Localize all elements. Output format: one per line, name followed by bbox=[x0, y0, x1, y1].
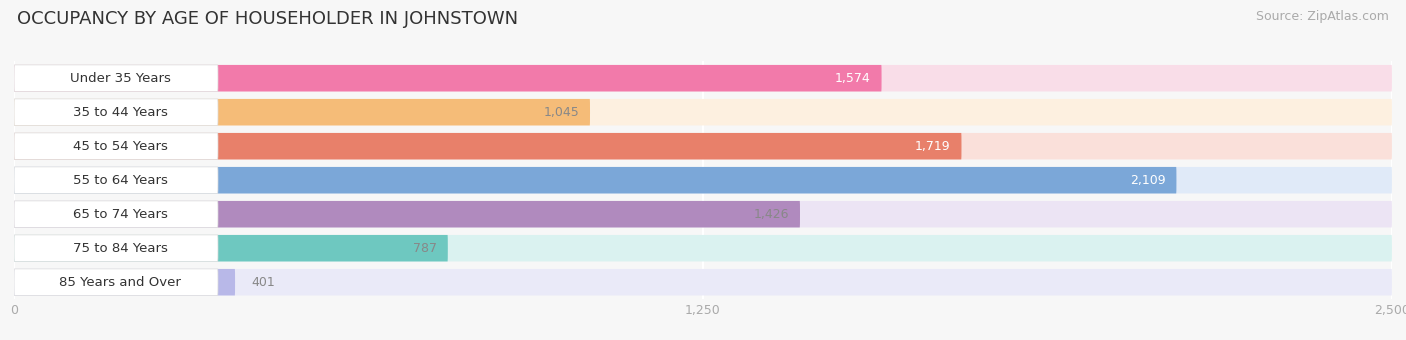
Text: 1,426: 1,426 bbox=[754, 208, 789, 221]
Text: Source: ZipAtlas.com: Source: ZipAtlas.com bbox=[1256, 10, 1389, 23]
Text: Under 35 Years: Under 35 Years bbox=[70, 72, 170, 85]
Text: 2,109: 2,109 bbox=[1130, 174, 1166, 187]
FancyBboxPatch shape bbox=[14, 201, 800, 227]
FancyBboxPatch shape bbox=[14, 235, 218, 261]
Text: 1,045: 1,045 bbox=[543, 106, 579, 119]
FancyBboxPatch shape bbox=[14, 133, 1392, 159]
FancyBboxPatch shape bbox=[14, 133, 962, 159]
FancyBboxPatch shape bbox=[14, 99, 218, 125]
Text: 45 to 54 Years: 45 to 54 Years bbox=[73, 140, 167, 153]
FancyBboxPatch shape bbox=[14, 235, 449, 261]
FancyBboxPatch shape bbox=[14, 99, 1392, 125]
FancyBboxPatch shape bbox=[14, 201, 1392, 227]
FancyBboxPatch shape bbox=[14, 235, 1392, 261]
FancyBboxPatch shape bbox=[14, 167, 218, 193]
FancyBboxPatch shape bbox=[14, 65, 1392, 91]
FancyBboxPatch shape bbox=[14, 133, 218, 159]
FancyBboxPatch shape bbox=[14, 99, 591, 125]
Text: 1,574: 1,574 bbox=[835, 72, 870, 85]
FancyBboxPatch shape bbox=[14, 201, 218, 227]
Text: 35 to 44 Years: 35 to 44 Years bbox=[73, 106, 167, 119]
Text: 1,719: 1,719 bbox=[915, 140, 950, 153]
FancyBboxPatch shape bbox=[14, 167, 1177, 193]
Text: 75 to 84 Years: 75 to 84 Years bbox=[73, 242, 167, 255]
Text: 401: 401 bbox=[252, 276, 276, 289]
Text: OCCUPANCY BY AGE OF HOUSEHOLDER IN JOHNSTOWN: OCCUPANCY BY AGE OF HOUSEHOLDER IN JOHNS… bbox=[17, 10, 517, 28]
FancyBboxPatch shape bbox=[14, 269, 218, 295]
FancyBboxPatch shape bbox=[14, 269, 235, 295]
FancyBboxPatch shape bbox=[14, 65, 218, 91]
FancyBboxPatch shape bbox=[14, 167, 1392, 193]
Text: 65 to 74 Years: 65 to 74 Years bbox=[73, 208, 167, 221]
FancyBboxPatch shape bbox=[14, 269, 1392, 295]
Text: 787: 787 bbox=[413, 242, 437, 255]
Text: 85 Years and Over: 85 Years and Over bbox=[59, 276, 181, 289]
Text: 55 to 64 Years: 55 to 64 Years bbox=[73, 174, 167, 187]
FancyBboxPatch shape bbox=[14, 65, 882, 91]
